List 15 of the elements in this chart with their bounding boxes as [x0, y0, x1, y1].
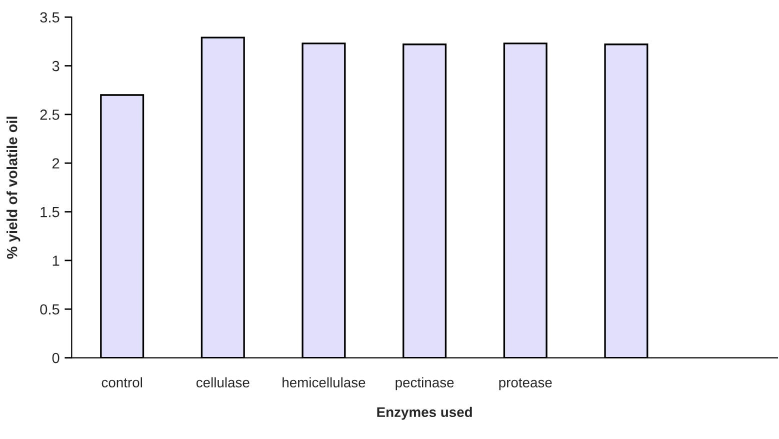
x-tick-label: control	[102, 377, 142, 388]
x-tick-label: protease	[499, 378, 552, 390]
y-tick-label: 3.5	[40, 12, 60, 23]
x-axis-title: Enzymes used	[377, 406, 472, 420]
y-tick-label: 1.5	[40, 207, 60, 218]
y-tick-label: 2	[52, 158, 60, 168]
y-tick-label: 0	[52, 352, 60, 364]
x-tick-label: hemicellulase	[282, 377, 366, 388]
x-tick-label: pectinase	[396, 377, 454, 390]
y-tick-label: 3	[52, 60, 60, 72]
y-axis-title: % yield of volatile oil	[6, 116, 20, 259]
y-tick-label: 1	[52, 256, 60, 266]
y-tick-label: 2.5	[40, 110, 60, 120]
x-tick-label: cellulase	[196, 377, 250, 388]
y-tick-label: 0.5	[40, 304, 60, 315]
